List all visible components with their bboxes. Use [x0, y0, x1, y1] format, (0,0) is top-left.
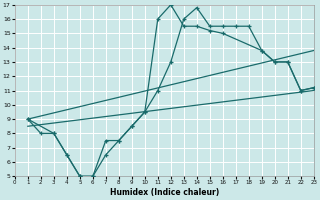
- X-axis label: Humidex (Indice chaleur): Humidex (Indice chaleur): [110, 188, 219, 197]
